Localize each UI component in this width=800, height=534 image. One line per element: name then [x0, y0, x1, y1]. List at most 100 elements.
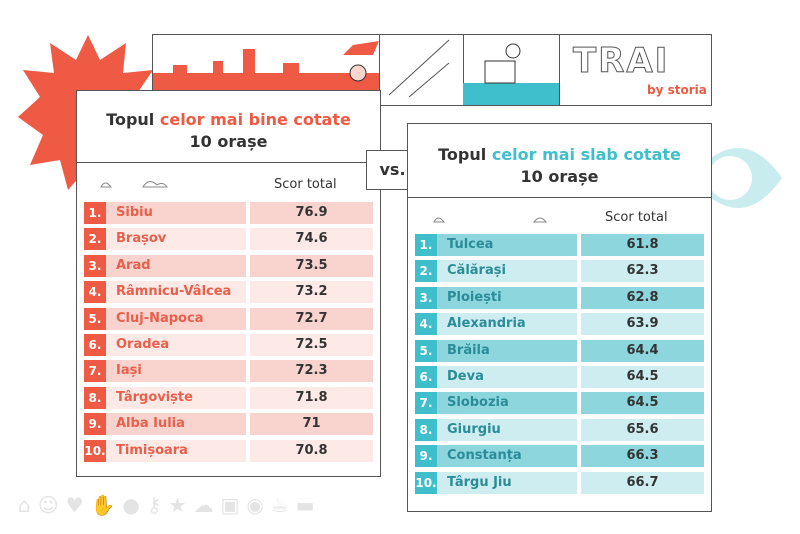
city-name: Târgu Jiu	[415, 471, 577, 494]
city-name: Râmnicu-Vâlcea	[84, 281, 246, 304]
rank-badge: 3.	[415, 286, 437, 309]
table-row: Sibiu 1. 76.9	[84, 202, 373, 224]
table-row: Alba Iulia 9. 71	[84, 413, 373, 436]
decorative-icons-row: ⌂☺♥✋●⚷★☁▣◉☕▬	[18, 493, 322, 517]
score-value: 66.7	[581, 471, 704, 494]
rank-badge: 1.	[415, 234, 437, 256]
city-name: Călărași	[415, 260, 577, 283]
score-column-header: Scor total	[605, 210, 668, 225]
score-value: 76.9	[250, 202, 373, 224]
city-name: Arad	[84, 254, 246, 277]
rank-badge: 10.	[415, 471, 437, 494]
rank-badge: 7.	[415, 392, 437, 415]
score-value: 61.8	[581, 234, 704, 256]
city-name: Târgoviște	[84, 386, 246, 409]
smile-icon: ☺	[37, 493, 66, 517]
table-row: Tulcea 1. 61.8	[415, 234, 704, 256]
city-name: Sibiu	[84, 202, 246, 224]
table-row: Deva 6. 64.5	[415, 366, 704, 388]
city-name: Cluj-Napoca	[84, 307, 246, 330]
pin-icon: ●	[122, 493, 147, 517]
score-value: 72.3	[250, 360, 373, 383]
city-name: Ploiești	[415, 286, 577, 309]
score-value: 63.9	[581, 313, 704, 336]
arrows-illustration	[379, 35, 464, 105]
city-name: Brăila	[415, 339, 577, 362]
table-row: Brașov 2. 74.6	[84, 228, 373, 251]
city-name: Alexandria	[415, 313, 577, 336]
table-row: Târgoviște 8. 71.8	[84, 386, 373, 409]
score-value: 64.5	[581, 366, 704, 388]
rank-badge: 8.	[84, 386, 106, 409]
table-row: Râmnicu-Vâlcea 4. 73.2	[84, 281, 373, 304]
person-illustration	[463, 35, 560, 105]
rank-badge: 3.	[84, 254, 106, 277]
best-cities-title: Topul celor mai bine cotate 10 orașe	[77, 91, 380, 163]
score-value: 62.8	[581, 286, 704, 309]
star-icon: ★	[168, 493, 194, 517]
rank-badge: 5.	[415, 339, 437, 362]
score-value: 72.5	[250, 334, 373, 356]
table-row: Oradea 6. 72.5	[84, 334, 373, 356]
chat-icon: ▬	[295, 493, 322, 517]
score-value: 70.8	[250, 439, 373, 462]
city-name: Deva	[415, 366, 577, 388]
eye-icon: ◉	[246, 493, 271, 517]
city-name: Iași	[84, 360, 246, 383]
score-column-header: Scor total	[274, 177, 337, 192]
table-row: Iași 7. 72.3	[84, 360, 373, 383]
score-value: 71	[250, 413, 373, 436]
table-row: Târgu Jiu 10. 66.7	[415, 471, 704, 494]
score-value: 73.5	[250, 254, 373, 277]
city-name: Constanța	[415, 445, 577, 468]
score-value: 74.6	[250, 228, 373, 251]
table-row: Slobozia 7. 64.5	[415, 392, 704, 415]
table-row: Cluj-Napoca 5. 72.7	[84, 307, 373, 330]
lock-icon: ▣	[220, 493, 247, 517]
best-cities-card: Topul celor mai bine cotate 10 orașe Scor…	[76, 90, 381, 477]
city-name: Brașov	[84, 228, 246, 251]
rank-badge: 5.	[84, 307, 106, 330]
city-name: Giurgiu	[415, 418, 577, 441]
rank-badge: 4.	[415, 313, 437, 336]
score-value: 73.2	[250, 281, 373, 304]
city-name: Tulcea	[415, 234, 577, 256]
rank-badge: 7.	[84, 360, 106, 383]
thumbs-up-icon: ✋	[90, 493, 123, 517]
city-name: Slobozia	[415, 392, 577, 415]
rank-badge: 9.	[415, 445, 437, 468]
heart-icon: ♥	[65, 493, 91, 517]
city-name: Oradea	[84, 334, 246, 356]
table-row: Constanța 9. 66.3	[415, 445, 704, 468]
table-row: Brăila 5. 64.4	[415, 339, 704, 362]
clouds-icon	[100, 181, 168, 188]
key-icon: ⚷	[146, 493, 169, 517]
clouds-icon	[433, 217, 548, 223]
rank-badge: 4.	[84, 281, 106, 304]
score-value: 71.8	[250, 386, 373, 409]
score-value: 65.6	[581, 418, 704, 441]
worst-cities-title: Topul celor mai slab cotate 10 orașe	[408, 124, 711, 198]
score-value: 62.3	[581, 260, 704, 283]
table-row: Timișoara 10. 70.8	[84, 439, 373, 462]
rank-badge: 6.	[84, 334, 106, 356]
rank-badge: 1.	[84, 202, 106, 224]
table-row: Arad 3. 73.5	[84, 254, 373, 277]
rank-badge: 10.	[84, 439, 106, 462]
table-row: Călărași 2. 62.3	[415, 260, 704, 283]
city-name: Timișoara	[84, 439, 246, 462]
rank-badge: 2.	[84, 228, 106, 251]
score-value: 64.5	[581, 392, 704, 415]
cup-icon: ☕	[270, 493, 296, 517]
rank-badge: 8.	[415, 418, 437, 441]
city-name: Alba Iulia	[84, 413, 246, 436]
cloud-icon: ☁	[193, 493, 221, 517]
rank-badge: 9.	[84, 413, 106, 436]
table-row: Alexandria 4. 63.9	[415, 313, 704, 336]
worst-cities-card: Topul celor mai slab cotate 10 orașe Scor…	[407, 123, 712, 512]
table-row: Giurgiu 8. 65.6	[415, 418, 704, 441]
home-icon: ⌂	[18, 493, 38, 517]
rank-badge: 6.	[415, 366, 437, 388]
rank-badge: 2.	[415, 260, 437, 283]
score-value: 64.4	[581, 339, 704, 362]
